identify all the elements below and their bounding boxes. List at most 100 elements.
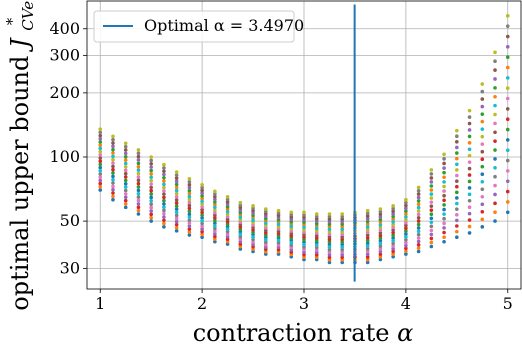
y-ticks: 30 50 100 200 300 400	[49, 19, 87, 277]
data-point	[391, 212, 395, 216]
data-point	[136, 198, 141, 203]
y-axis-label-subscript: CVe	[19, 1, 37, 31]
data-point	[225, 232, 230, 236]
data-point	[467, 192, 472, 197]
data-point	[111, 197, 115, 202]
series-points	[98, 117, 510, 260]
data-point	[225, 195, 230, 199]
data-point	[302, 252, 306, 257]
data-point	[416, 195, 421, 200]
data-point	[174, 176, 179, 181]
data-point	[238, 200, 243, 205]
data-point	[123, 154, 128, 159]
data-point	[200, 202, 204, 206]
data-point	[455, 173, 459, 178]
data-point	[162, 179, 166, 183]
data-point	[213, 218, 217, 223]
data-point	[174, 225, 179, 230]
data-point	[302, 210, 306, 215]
data-point	[123, 198, 128, 203]
data-point	[442, 166, 446, 170]
data-point	[340, 227, 345, 232]
data-point	[378, 207, 383, 211]
data-point	[505, 86, 510, 91]
data-point	[162, 172, 166, 177]
data-point	[416, 209, 421, 213]
data-point	[213, 210, 217, 215]
data-point	[455, 207, 459, 211]
data-point	[467, 108, 472, 113]
data-point	[213, 208, 217, 212]
data-point	[225, 219, 230, 224]
data-point	[174, 229, 179, 233]
data-point	[429, 236, 434, 241]
data-point	[149, 205, 153, 210]
data-point	[162, 182, 166, 187]
data-point	[111, 191, 115, 195]
data-point	[404, 209, 408, 213]
data-point	[98, 159, 103, 164]
data-point	[213, 237, 217, 241]
data-point	[225, 242, 230, 246]
data-point	[327, 212, 332, 216]
data-point	[340, 258, 345, 262]
data-point	[416, 226, 421, 230]
data-point	[123, 202, 128, 206]
data-point	[442, 175, 446, 180]
data-point	[111, 154, 115, 159]
data-point	[149, 165, 153, 169]
data-point	[416, 185, 421, 190]
data-point	[187, 191, 192, 196]
data-point	[123, 161, 128, 166]
data-point	[200, 213, 204, 217]
data-point	[505, 148, 510, 153]
data-point	[98, 165, 103, 170]
data-point	[442, 198, 446, 203]
data-point	[111, 157, 115, 162]
data-point	[480, 119, 485, 124]
data-point	[302, 217, 306, 222]
grid	[87, 1, 521, 289]
data-point	[365, 214, 370, 218]
data-point	[505, 189, 510, 194]
data-point	[340, 240, 345, 244]
data-point	[174, 204, 179, 208]
data-point	[123, 192, 128, 196]
data-point	[187, 194, 192, 199]
data-point	[442, 170, 446, 175]
x-ticks: 1 2 3 4 5	[95, 289, 513, 313]
data-point	[455, 128, 459, 133]
data-point	[493, 86, 497, 90]
series-points	[98, 65, 510, 262]
data-point	[136, 151, 141, 156]
data-point	[493, 130, 497, 135]
data-point	[149, 215, 153, 220]
data-point	[123, 168, 128, 173]
data-point	[378, 247, 383, 251]
data-point	[174, 179, 179, 184]
data-point	[442, 193, 446, 198]
data-point	[391, 246, 395, 251]
data-point	[174, 182, 179, 187]
data-point	[365, 222, 370, 227]
data-point	[98, 143, 103, 148]
data-point	[136, 205, 141, 210]
data-point	[187, 188, 192, 193]
data-point	[365, 216, 370, 221]
data-point	[467, 121, 472, 126]
data-point	[289, 240, 294, 245]
data-point	[327, 258, 332, 262]
data-point	[174, 216, 179, 221]
data-point	[111, 194, 115, 199]
data-point	[187, 212, 192, 217]
data-point	[98, 130, 103, 135]
data-point	[455, 224, 459, 228]
data-point	[123, 165, 128, 169]
data-point	[391, 252, 395, 256]
data-point	[200, 218, 204, 223]
data-point	[493, 50, 497, 55]
data-point	[187, 185, 192, 190]
data-point	[404, 240, 408, 245]
data-point	[213, 224, 217, 228]
data-point	[149, 219, 153, 223]
